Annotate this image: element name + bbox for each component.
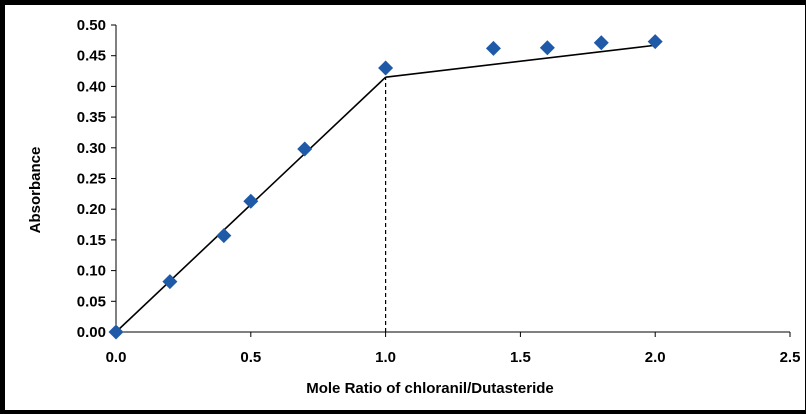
data-point bbox=[485, 40, 501, 56]
data-point bbox=[378, 60, 394, 76]
data-point bbox=[108, 324, 124, 340]
y-tick-label: 0.05 bbox=[77, 293, 106, 310]
data-point bbox=[297, 141, 313, 157]
y-tick-label: 0.25 bbox=[77, 171, 106, 188]
x-tick-label: 1.0 bbox=[375, 349, 396, 366]
y-tick-label: 0.20 bbox=[77, 201, 106, 218]
axes bbox=[115, 25, 790, 333]
data-point bbox=[647, 34, 663, 50]
data-point bbox=[243, 193, 259, 209]
y-tick-label: 0.10 bbox=[77, 263, 106, 280]
y-tick-label: 0.40 bbox=[77, 78, 106, 95]
x-tick-label: 0.0 bbox=[106, 349, 127, 366]
y-tick-label: 0.00 bbox=[77, 324, 106, 341]
data-points bbox=[108, 34, 663, 340]
data-point bbox=[216, 228, 232, 244]
y-axis-label: Absorbance bbox=[27, 147, 44, 234]
x-tick-label: 2.5 bbox=[780, 349, 801, 366]
y-tick-label: 0.35 bbox=[77, 109, 106, 126]
data-point bbox=[593, 35, 609, 51]
x-tick-label: 1.5 bbox=[510, 349, 531, 366]
data-point bbox=[539, 40, 555, 56]
y-axis-ticks: 0.00 0.05 0.10 0.15 0.20 0.25 0.30 0.35 0.40 0.45… bbox=[77, 17, 116, 341]
x-axis-ticks: 0.0 0.5 1.0 1.5 2.0 2.5 bbox=[106, 332, 801, 366]
data-point bbox=[162, 274, 178, 290]
y-tick-label: 0.45 bbox=[77, 48, 106, 65]
y-tick-label: 0.15 bbox=[77, 232, 106, 249]
x-tick-label: 0.5 bbox=[240, 349, 261, 366]
x-tick-label: 2.0 bbox=[645, 349, 666, 366]
fit-line bbox=[385, 44, 656, 78]
y-tick-label: 0.50 bbox=[77, 17, 106, 34]
fit-lines bbox=[115, 44, 656, 333]
x-axis-label: Mole Ratio of chloranil/Dutasteride bbox=[306, 380, 554, 397]
y-tick-label: 0.30 bbox=[77, 140, 106, 157]
